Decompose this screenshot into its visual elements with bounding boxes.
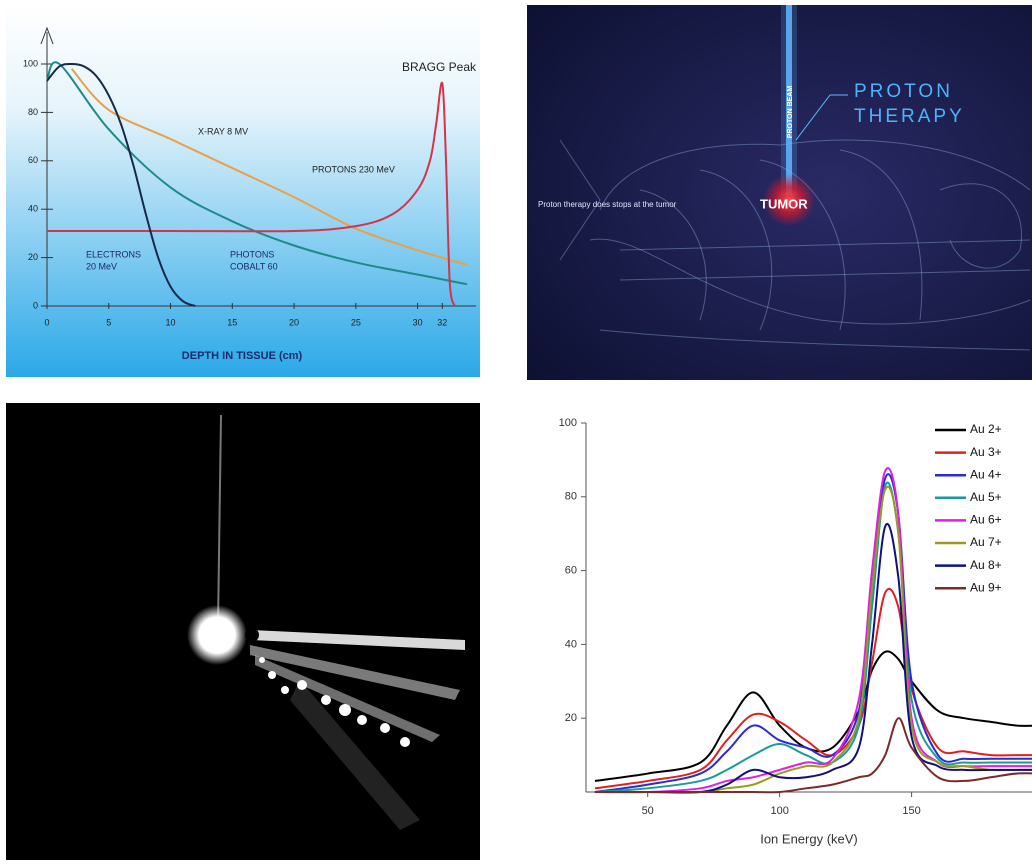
legend-label: Au 6+ — [970, 513, 1002, 527]
y-tick-label: 40 — [565, 638, 577, 650]
y-tick-label: 80 — [565, 491, 577, 503]
streak — [250, 630, 465, 650]
annotation: PROTONS 230 MeV — [312, 164, 395, 174]
curve — [47, 81, 456, 307]
beam-label: PROTON BEAM — [787, 86, 794, 139]
annotation: PHOTONS — [230, 249, 274, 259]
legend-label: Au 3+ — [970, 445, 1002, 459]
bright-spot — [187, 605, 247, 665]
tumor-glow — [763, 174, 815, 226]
streak — [255, 655, 440, 742]
annotation: 20 MeV — [86, 261, 117, 271]
x-tick-label: 30 — [413, 317, 423, 327]
x-tick-label: 100 — [770, 805, 788, 817]
x-tick-label: 25 — [351, 317, 361, 327]
streak — [290, 680, 420, 830]
annotation: ELECTRONS — [86, 249, 141, 259]
annotation: COBALT 60 — [230, 261, 278, 271]
x-tick-label: 5 — [106, 317, 111, 327]
legend-label: Au 9+ — [970, 580, 1002, 594]
curve — [594, 523, 1032, 794]
caption: Proton therapy does stops at the tumor — [538, 200, 677, 209]
legend-label: Au 4+ — [970, 467, 1002, 481]
dose-chart-panel: DEPTH IN TISSUE (cm) 0 20 40 60 80 100 0 5 10 15 2… — [6, 5, 480, 377]
legend-label: Au 2+ — [970, 422, 1002, 436]
streak — [217, 414, 222, 626]
annotation: X-RAY 8 MV — [198, 126, 248, 136]
legend-label: Au 7+ — [970, 535, 1002, 549]
curve — [594, 717, 1032, 794]
x-tick-label: 32 — [437, 317, 447, 327]
annotation: BRAGG Peak — [402, 60, 477, 74]
y-tick-label: 80 — [28, 107, 38, 117]
beam-glow — [781, 5, 797, 195]
wireframe-head — [559, 139, 1031, 351]
y-tick-label: 60 — [28, 155, 38, 165]
x-axis-label: DEPTH IN TISSUE (cm) — [182, 350, 303, 362]
dark-spot — [245, 628, 259, 642]
spectrum-chart-panel: Ion Energy (keV) 2040608010050100150200A… — [559, 417, 1032, 846]
beam-photo-panel — [6, 403, 480, 860]
title-line: PROTON — [854, 81, 953, 102]
curve — [594, 650, 1032, 782]
x-axis-label: Ion Energy (keV) — [760, 831, 858, 846]
plot-area — [594, 467, 1032, 794]
y-tick-label: 0 — [33, 300, 38, 310]
spots — [259, 657, 410, 747]
x-tick-label: 150 — [902, 805, 920, 817]
x-tick-label: 10 — [166, 317, 176, 327]
x-tick-label: 50 — [642, 805, 654, 817]
therapy-image-panel: PROTON THERAPY PROTON BEAM Proton therap… — [527, 5, 1032, 380]
title-line: THERAPY — [854, 106, 965, 127]
label-pointer — [795, 94, 848, 141]
curve — [594, 467, 1032, 794]
proton-beam — [786, 5, 792, 195]
curve — [594, 481, 1032, 793]
curve — [594, 473, 1032, 793]
legend-label: Au 5+ — [970, 490, 1002, 504]
axis-arrow — [40, 26, 54, 45]
x-tick-label: 15 — [227, 317, 237, 327]
x-tick-label: 0 — [44, 317, 49, 327]
y-tick-label: 100 — [23, 58, 38, 68]
curve — [46, 61, 468, 286]
legend-label: Au 8+ — [970, 558, 1002, 572]
y-tick-label: 20 — [565, 712, 577, 724]
x-tick-label: 20 — [289, 317, 299, 327]
curve — [46, 62, 196, 307]
y-tick-label: 20 — [28, 252, 38, 262]
streak — [250, 645, 460, 700]
y-tick-label: 40 — [28, 204, 38, 214]
y-tick-label: 100 — [559, 417, 577, 429]
tumor-label: TUMOR — [760, 196, 808, 211]
y-tick-label: 60 — [565, 565, 577, 577]
curve — [594, 587, 1032, 790]
